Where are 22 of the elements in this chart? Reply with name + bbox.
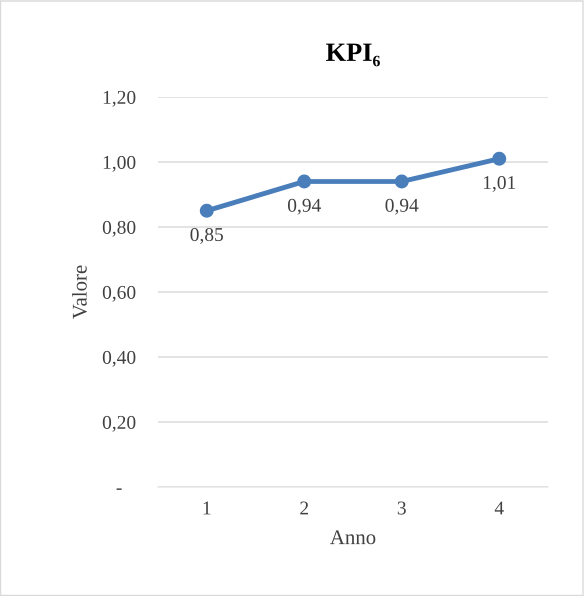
y-tick-label: 0,80 — [102, 220, 136, 237]
data-label: 0,94 — [288, 198, 321, 215]
y-tick-label: - — [116, 488, 122, 490]
y-tick-label: 1,00 — [104, 156, 136, 172]
point — [297, 174, 312, 188]
x-tick-label: 2 — [300, 502, 308, 514]
data-label: 0,94 — [385, 198, 418, 215]
data-label: 1,01 — [484, 176, 516, 192]
y-tick-label: 0,20 — [102, 416, 136, 432]
y-tick-label: 0,40 — [102, 350, 136, 367]
point — [200, 204, 214, 218]
y-tick-label: 0,60 — [102, 286, 136, 302]
x-tick-label: 4 — [494, 502, 504, 514]
x-tick-label: 3 — [398, 502, 406, 515]
data-label: 0,85 — [190, 228, 224, 244]
x-axis-title: Anno — [330, 530, 376, 544]
chart-title: KPI₆ — [326, 44, 380, 66]
y-tick-label: 1,20 — [104, 90, 136, 107]
y-axis-title: Valore — [72, 266, 87, 319]
x-tick-label: 1 — [204, 502, 210, 514]
point — [492, 152, 506, 166]
point — [394, 174, 409, 188]
